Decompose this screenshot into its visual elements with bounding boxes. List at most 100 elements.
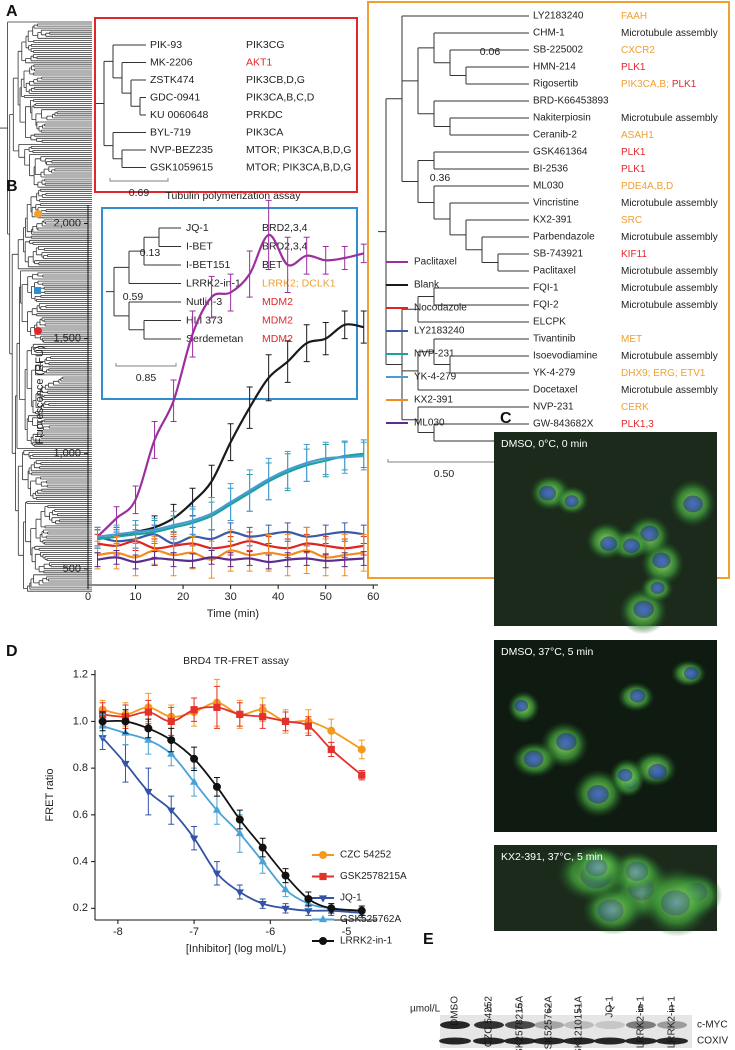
leaf-target: Microtubule assembly xyxy=(621,198,718,209)
marker xyxy=(144,708,152,716)
leaf-name: SB-225002 xyxy=(533,45,583,56)
series-line xyxy=(97,556,364,564)
y-axis-label: Fluorescence (RFU) xyxy=(34,345,46,444)
leaf-target: PIK3CB,D,G xyxy=(246,74,305,86)
leaf-target: BRD2,3,4 xyxy=(262,240,308,252)
leaf-name: Rigosertib xyxy=(533,79,578,90)
series-line xyxy=(96,233,364,538)
target-part: Microtubule assembly xyxy=(621,266,718,277)
marker xyxy=(327,726,336,735)
marker xyxy=(190,754,199,763)
overview-dendrogram xyxy=(0,21,92,592)
leaf-name: Vincristine xyxy=(533,198,579,209)
legend-label: NVP-231 xyxy=(414,349,455,360)
legend-label: Blank xyxy=(414,280,440,291)
leaf-name: Parbendazole xyxy=(533,232,595,243)
leaf-name: Isoevodiamine xyxy=(533,351,598,362)
leaf-target: Microtubule assembly xyxy=(621,266,718,277)
leaf-target: FAAH xyxy=(621,11,647,22)
marker xyxy=(304,894,313,903)
micrograph-caption: DMSO, 0°C, 0 min xyxy=(501,438,588,450)
band xyxy=(656,1037,688,1045)
marker xyxy=(190,706,198,714)
x-tick-label: -6 xyxy=(265,926,275,938)
target-part: DHX9; ERG; ETV1 xyxy=(621,368,706,379)
legend-label: GSK2578215A xyxy=(340,871,407,882)
nucleus xyxy=(683,666,699,680)
marker xyxy=(213,703,221,711)
error-bar xyxy=(360,441,367,471)
leaf-name: I-BET151 xyxy=(186,259,231,271)
leaf-target: MDM2 xyxy=(262,314,293,326)
band xyxy=(625,1037,657,1045)
x-tick-label: -7 xyxy=(189,926,199,938)
leaf-name: PIK-93 xyxy=(150,39,182,51)
marker xyxy=(212,870,222,878)
leaf-target: Microtubule assembly xyxy=(621,232,718,243)
marker xyxy=(189,777,199,785)
marker xyxy=(358,771,366,779)
leaf-target: CERK xyxy=(621,402,649,413)
red-marker xyxy=(34,327,42,335)
legend-label: Nocodazole xyxy=(414,303,467,314)
marker xyxy=(258,856,267,865)
y-tick-label: 0.2 xyxy=(73,902,88,914)
target-part: PDE4A,B,D xyxy=(621,181,673,192)
target-part: Microtubule assembly xyxy=(621,300,718,311)
nucleus xyxy=(629,689,646,703)
leaf-target: PLK1 xyxy=(621,62,646,73)
nucleus xyxy=(587,785,609,804)
series-line xyxy=(97,549,364,561)
leaf-target: Microtubule assembly xyxy=(621,283,718,294)
y-tick-label: 0.6 xyxy=(73,809,88,821)
leaf-target: PIK3CG xyxy=(246,39,285,51)
leaf-target: LRRK2; DCLK1 xyxy=(262,277,336,289)
leaf-name: FQI-2 xyxy=(533,300,559,311)
leaf-name: LY2183240 xyxy=(533,11,584,22)
target-part: PRKDC xyxy=(246,109,283,121)
marker xyxy=(327,904,336,913)
node-label: 0.06 xyxy=(480,46,501,58)
marker xyxy=(304,908,313,916)
node-label: 0.13 xyxy=(140,247,161,259)
x-tick-label: 10 xyxy=(129,591,141,603)
target-part: PLK1 xyxy=(621,62,646,73)
leaf-target: PLK1 xyxy=(621,164,646,175)
marker xyxy=(319,937,327,945)
leaf-name: GDC-0941 xyxy=(150,91,200,103)
scale-bar xyxy=(115,363,177,367)
leaf-target: MDM2 xyxy=(262,333,293,345)
leaf-name: GSK461364 xyxy=(533,147,588,158)
target-part: Microtubule assembly xyxy=(621,351,718,362)
micrograph-caption: KX2-391, 37°C, 5 min xyxy=(501,851,603,863)
target-part: PIK3CB,D,G xyxy=(246,74,305,86)
target-part: KIF11 xyxy=(621,249,647,260)
x-tick-label: 60 xyxy=(367,591,379,603)
marker xyxy=(318,914,328,923)
marker xyxy=(281,717,290,726)
panel-letter: D xyxy=(6,643,18,660)
lane-dose: 5 xyxy=(638,1004,644,1015)
y-tick-label: 1,000 xyxy=(53,448,81,460)
target-part: BET xyxy=(262,259,283,271)
blue-marker xyxy=(34,287,41,294)
leaf-name: SB-743921 xyxy=(533,249,583,260)
target-part: SRC xyxy=(621,215,642,226)
micrograph-caption: DMSO, 37°C, 5 min xyxy=(501,646,593,658)
leaf-target: Microtubule assembly xyxy=(621,300,718,311)
error-bar xyxy=(360,243,367,264)
band xyxy=(564,1021,594,1029)
leaf-name: ZSTK474 xyxy=(150,74,195,86)
leaf-target: BET xyxy=(262,259,283,271)
marker xyxy=(258,843,267,852)
target-part: BRD2,3,4 xyxy=(262,222,308,234)
marker xyxy=(281,905,290,913)
nucleus xyxy=(617,768,633,782)
nucleus xyxy=(648,763,667,780)
micrograph: DMSO, 0°C, 0 min xyxy=(494,432,717,635)
scale-label: 0.69 xyxy=(129,187,150,199)
band-label: c-MYC xyxy=(697,1020,728,1031)
leaf-target: ASAH1 xyxy=(621,130,654,141)
target-part: Microtubule assembly xyxy=(621,198,718,209)
leaf-name: BI-2536 xyxy=(533,164,568,175)
